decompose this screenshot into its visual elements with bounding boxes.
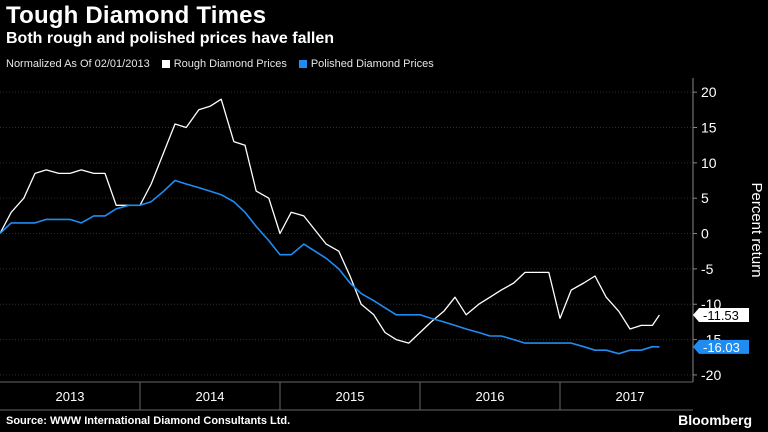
source-note: Source: WWW International Diamond Consul…	[6, 415, 291, 427]
x-tick-label-4: 2017	[616, 389, 645, 404]
legend: Normalized As Of 02/01/2013 Rough Diamon…	[6, 58, 434, 70]
end-label-0: -11.53	[703, 308, 739, 323]
end-label-box-0	[693, 308, 749, 323]
legend-label-rough: Rough Diamond Prices	[173, 58, 287, 70]
y-tick-label-1: 15	[701, 119, 717, 135]
y-tick-label-4: 0	[701, 226, 709, 242]
y-tick-label-3: 5	[701, 190, 709, 206]
legend-label-polished: Polished Diamond Prices	[310, 58, 434, 70]
legend-swatch-rough	[161, 60, 170, 68]
y-tick-label-8: -20	[701, 367, 721, 383]
x-tick-label-2: 2015	[336, 389, 365, 404]
brand-logo: Bloomberg	[678, 412, 752, 428]
legend-swatch-polished	[298, 60, 307, 68]
y-tick-label-0: 20	[701, 84, 717, 100]
x-tick-label-3: 2016	[476, 389, 505, 404]
x-tick-label-0: 2013	[56, 389, 85, 404]
y-tick-label-2: 10	[701, 155, 717, 171]
y-axis-title: Percent return	[748, 182, 765, 277]
end-label-1: -16.03	[703, 340, 740, 355]
series-line-polished	[0, 179, 660, 355]
end-label-box-1	[693, 339, 749, 354]
chart-subtitle: Both rough and polished prices have fall…	[6, 30, 335, 47]
x-tick-label-1: 2014	[196, 389, 225, 404]
legend-normalized-label: Normalized As Of 02/01/2013	[6, 58, 150, 70]
series-line-rough	[0, 98, 660, 344]
y-tick-label-5: -5	[701, 261, 714, 277]
chart-title: Tough Diamond Times	[6, 2, 267, 29]
